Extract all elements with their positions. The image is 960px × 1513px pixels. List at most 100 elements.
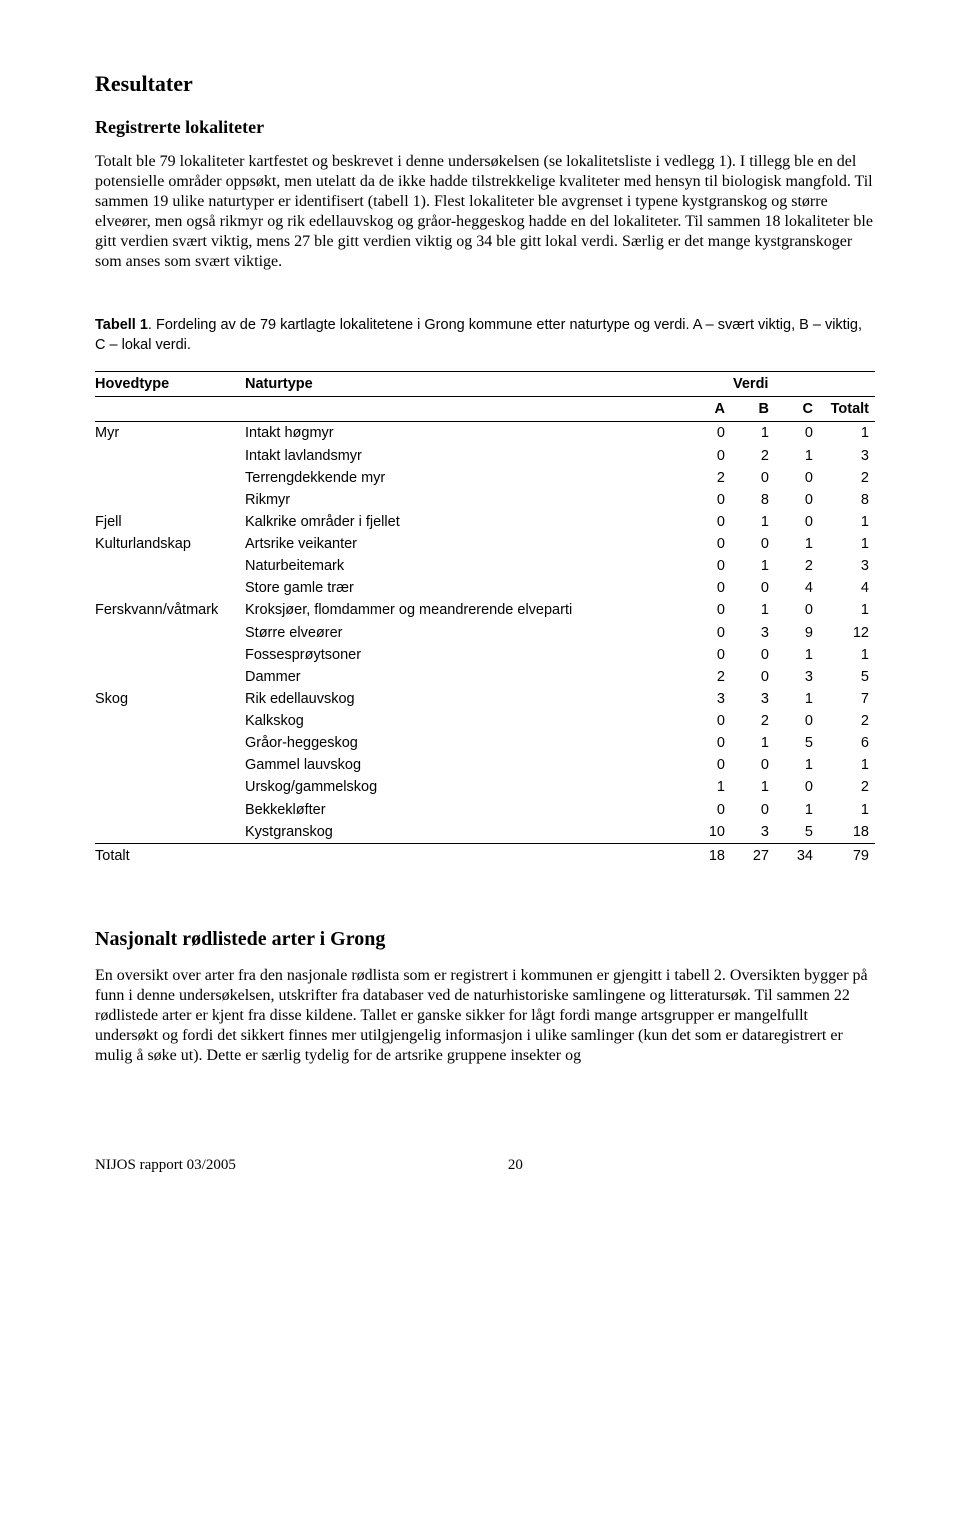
cell-b: 0	[731, 577, 775, 599]
cell-hovedtype	[95, 776, 245, 798]
cell-c: 0	[775, 776, 819, 798]
table-row: MyrIntakt høgmyr0101	[95, 422, 875, 445]
cell-c: 3	[775, 666, 819, 688]
cell-c: 1	[775, 533, 819, 555]
cell-c: 0	[775, 511, 819, 533]
cell-c: 0	[775, 599, 819, 621]
table-row: Intakt lavlandsmyr0213	[95, 445, 875, 467]
cell-naturtype: Kystgranskog	[245, 821, 687, 844]
cell-total: 6	[819, 732, 875, 754]
cell-c: 9	[775, 622, 819, 644]
cell-c: 0	[775, 710, 819, 732]
th2-totalt: Totalt	[819, 397, 875, 422]
cell-b: 3	[731, 821, 775, 844]
cell-naturtype: Store gamle trær	[245, 577, 687, 599]
table-row: Gråor-heggeskog0156	[95, 732, 875, 754]
table-row: Ferskvann/våtmarkKroksjøer, flomdammer o…	[95, 599, 875, 621]
cell-hovedtype: Myr	[95, 422, 245, 445]
cell-b: 3	[731, 688, 775, 710]
cell-hovedtype	[95, 467, 245, 489]
cell-b: 3	[731, 622, 775, 644]
cell-hovedtype: Fjell	[95, 511, 245, 533]
cell-c: 0	[775, 467, 819, 489]
cell-b: 0	[731, 799, 775, 821]
table-row: Urskog/gammelskog1102	[95, 776, 875, 798]
cell-total: 3	[819, 555, 875, 577]
th2-a: A	[687, 397, 731, 422]
cell-b: 1	[731, 732, 775, 754]
cell-hovedtype	[95, 754, 245, 776]
cell-total: 1	[819, 422, 875, 445]
cell-hovedtype	[95, 555, 245, 577]
cell-naturtype: Rik edellauvskog	[245, 688, 687, 710]
cell-naturtype: Bekkekløfter	[245, 799, 687, 821]
cell-a: 0	[687, 445, 731, 467]
caption-bold: Tabell 1	[95, 317, 148, 333]
paragraph-2: En oversikt over arter fra den nasjonale…	[95, 966, 875, 1066]
cell-naturtype: Rikmyr	[245, 489, 687, 511]
cell-b: 1	[731, 555, 775, 577]
cell-a: 2	[687, 666, 731, 688]
table-row: Rikmyr0808	[95, 489, 875, 511]
heading-results: Resultater	[95, 70, 875, 98]
th2-naturtype: Naturtype	[245, 372, 687, 397]
cell-a: 0	[687, 622, 731, 644]
table-row: Kalkskog0202	[95, 710, 875, 732]
table-row: Kystgranskog103518	[95, 821, 875, 844]
cell-c: 2	[775, 555, 819, 577]
cell-total: 2	[819, 467, 875, 489]
cell-total: 8	[819, 489, 875, 511]
table-row: Store gamle trær0044	[95, 577, 875, 599]
cell-b: 1	[731, 422, 775, 445]
heading-localities: Registrerte lokaliteter	[95, 116, 875, 139]
cell-hovedtype: Ferskvann/våtmark	[95, 599, 245, 621]
cell-b: 1	[731, 511, 775, 533]
cell-naturtype: Artsrike veikanter	[245, 533, 687, 555]
cell-total: 18	[819, 821, 875, 844]
cell-b: 0	[731, 754, 775, 776]
cell-total: 5	[819, 666, 875, 688]
cell-a: 0	[687, 799, 731, 821]
cell-b: 2	[731, 445, 775, 467]
cell-naturtype: Urskog/gammelskog	[245, 776, 687, 798]
cell-naturtype: Gammel lauvskog	[245, 754, 687, 776]
th2-verdi: Verdi	[687, 372, 875, 397]
cell-hovedtype	[95, 821, 245, 844]
table-row: Fossesprøytsoner0011	[95, 644, 875, 666]
cell-a: 0	[687, 754, 731, 776]
cell-naturtype: Dammer	[245, 666, 687, 688]
cell-c: 1	[775, 644, 819, 666]
cell-naturtype: Intakt høgmyr	[245, 422, 687, 445]
table-row: Gammel lauvskog0011	[95, 754, 875, 776]
heading-species: Nasjonalt rødlistede arter i Grong	[95, 927, 875, 952]
cell-total-c: 34	[775, 843, 819, 867]
table-row: Bekkekløfter0011	[95, 799, 875, 821]
cell-c: 0	[775, 422, 819, 445]
cell-a: 0	[687, 555, 731, 577]
footer-report: NIJOS rapport 03/2005	[95, 1156, 236, 1175]
cell-hovedtype	[95, 622, 245, 644]
cell-total: 1	[819, 511, 875, 533]
th2-hovedtype: Hovedtype	[95, 372, 245, 397]
table-total-row: Totalt18273479	[95, 843, 875, 867]
cell-hovedtype: Skog	[95, 688, 245, 710]
cell-hovedtype	[95, 732, 245, 754]
cell-hovedtype	[95, 666, 245, 688]
cell-b: 0	[731, 644, 775, 666]
cell-c: 1	[775, 799, 819, 821]
cell-hovedtype	[95, 799, 245, 821]
cell-total: 7	[819, 688, 875, 710]
cell-hovedtype	[95, 644, 245, 666]
table-row: Større elveører03912	[95, 622, 875, 644]
cell-total: 1	[819, 754, 875, 776]
cell-c: 5	[775, 732, 819, 754]
th2-c: C	[775, 397, 819, 422]
cell-c: 5	[775, 821, 819, 844]
cell-naturtype: Naturbeitemark	[245, 555, 687, 577]
cell-total: 3	[819, 445, 875, 467]
table-row: SkogRik edellauvskog3317	[95, 688, 875, 710]
cell-total-label: Totalt	[95, 843, 245, 867]
cell-hovedtype	[95, 710, 245, 732]
cell-a: 0	[687, 644, 731, 666]
cell-total: 4	[819, 577, 875, 599]
